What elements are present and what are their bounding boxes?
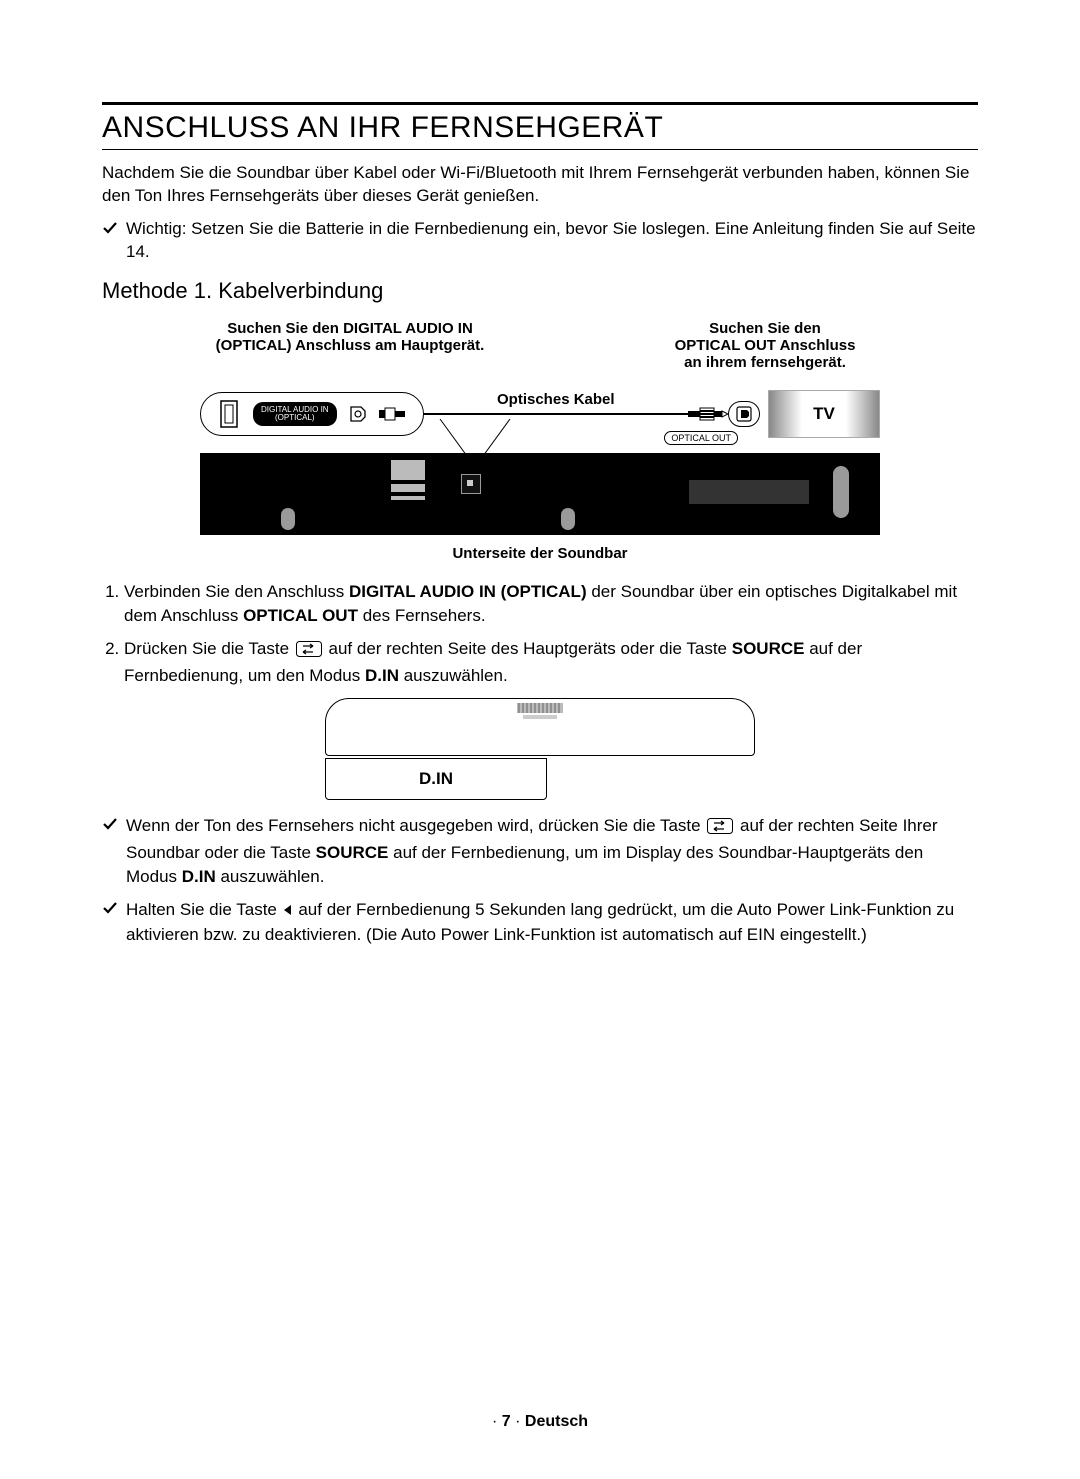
port-label-pill: DIGITAL AUDIO IN (OPTICAL) bbox=[253, 402, 337, 426]
optical-cable-line: Optisches Kabel bbox=[422, 413, 690, 415]
check-icon bbox=[102, 816, 118, 888]
speaker-grille-icon bbox=[517, 703, 563, 721]
soundbar-foot bbox=[281, 508, 295, 530]
tv-box: TV bbox=[768, 390, 880, 438]
callout-right-line1: Suchen Sie den bbox=[709, 320, 821, 337]
diagram-caption: Unterseite der Soundbar bbox=[200, 545, 880, 562]
steps-list: Verbinden Sie den Anschluss DIGITAL AUDI… bbox=[102, 580, 978, 688]
callout-tv-port: Suchen Sie den OPTICAL OUT Anschluss an … bbox=[650, 320, 880, 371]
footer-dot: · bbox=[492, 1413, 502, 1430]
intro-note-text: Wichtig: Setzen Sie die Batterie in die … bbox=[126, 218, 978, 264]
check-icon bbox=[102, 900, 118, 947]
tv-optical-jack-icon bbox=[735, 405, 753, 423]
soundbar-label-plate bbox=[689, 480, 809, 504]
check-icon bbox=[102, 220, 118, 264]
footer-page-number: 7 bbox=[502, 1413, 511, 1430]
step1-text: Verbinden Sie den Anschluss bbox=[124, 582, 349, 601]
soundbar-port-bubble: DIGITAL AUDIO IN (OPTICAL) bbox=[200, 392, 424, 436]
bracket-icon bbox=[219, 399, 243, 429]
callout-left-line1: Suchen Sie den DIGITAL AUDIO IN bbox=[227, 320, 473, 337]
title-underline bbox=[102, 149, 978, 150]
step2-bold1: SOURCE bbox=[732, 639, 805, 658]
callout-soundbar-port: Suchen Sie den DIGITAL AUDIO IN (OPTICAL… bbox=[200, 320, 500, 371]
callout-right-line2: OPTICAL OUT Anschluss bbox=[675, 337, 856, 354]
soundbar-foot bbox=[561, 508, 575, 530]
callout-left-line2: (OPTICAL) Anschluss am Hauptgerät. bbox=[216, 337, 485, 354]
tip1-text: Wenn der Ton des Fernsehers nicht ausgeg… bbox=[126, 816, 705, 835]
cable-label: Optisches Kabel bbox=[497, 391, 615, 408]
soundbar-port-area bbox=[391, 484, 425, 492]
optical-plug-left-icon bbox=[379, 407, 405, 421]
display-screen: D.IN bbox=[325, 758, 547, 800]
port-label-line2: (OPTICAL) bbox=[275, 413, 315, 422]
step2-text4: auszuwählen. bbox=[399, 666, 508, 685]
page-footer: · 7 · Deutsch bbox=[0, 1413, 1080, 1431]
soundbar-underside bbox=[200, 453, 880, 535]
soundbar-display-mock: D.IN bbox=[325, 698, 755, 800]
tip-1: Wenn der Ton des Fernsehers nicht ausgeg… bbox=[102, 814, 978, 888]
footer-separator: · bbox=[511, 1413, 525, 1430]
source-button-icon bbox=[296, 640, 322, 664]
tip1-text4: auszuwählen. bbox=[216, 867, 325, 886]
tv-port-bubble bbox=[728, 401, 760, 427]
step1-bold2: OPTICAL OUT bbox=[243, 606, 358, 625]
soundbar-port-area bbox=[391, 496, 425, 500]
leader-line bbox=[420, 419, 530, 479]
top-rule bbox=[102, 102, 978, 105]
connection-diagram: Suchen Sie den DIGITAL AUDIO IN (OPTICAL… bbox=[200, 320, 880, 562]
soundbar-foot bbox=[833, 466, 849, 518]
step-2: Drücken Sie die Taste auf der rechten Se… bbox=[124, 637, 978, 688]
cable-row: DIGITAL AUDIO IN (OPTICAL) Optisches Kab… bbox=[200, 379, 880, 449]
tips-section: Wenn der Ton des Fernsehers nicht ausgeg… bbox=[102, 814, 978, 947]
tip1-bold1: SOURCE bbox=[316, 843, 389, 862]
step2-text2: auf der rechten Seite des Hauptgeräts od… bbox=[324, 639, 732, 658]
method-heading: Methode 1. Kabelverbindung bbox=[102, 278, 978, 304]
step1-text3: des Fernsehers. bbox=[358, 606, 486, 625]
step2-text: Drücken Sie die Taste bbox=[124, 639, 294, 658]
step2-bold2: D.IN bbox=[365, 666, 399, 685]
source-button-icon bbox=[707, 817, 733, 841]
tip-2: Halten Sie die Taste auf der Fernbedienu… bbox=[102, 898, 978, 947]
tip2-text: Halten Sie die Taste bbox=[126, 900, 282, 919]
optical-plug-right-icon bbox=[688, 406, 728, 422]
optical-jack-icon bbox=[347, 403, 369, 425]
step1-bold1: DIGITAL AUDIO IN (OPTICAL) bbox=[349, 582, 587, 601]
intro-paragraph: Nachdem Sie die Soundbar über Kabel oder… bbox=[102, 162, 978, 208]
step-1: Verbinden Sie den Anschluss DIGITAL AUDI… bbox=[124, 580, 978, 628]
callout-right-line3: an ihrem fernsehgerät. bbox=[684, 354, 846, 371]
intro-note: Wichtig: Setzen Sie die Batterie in die … bbox=[102, 218, 978, 264]
optical-out-tag: OPTICAL OUT bbox=[664, 431, 738, 445]
page-title: ANSCHLUSS AN IHR FERNSEHGERÄT bbox=[102, 111, 978, 145]
tip1-bold2: D.IN bbox=[182, 867, 216, 886]
footer-language: Deutsch bbox=[525, 1413, 588, 1430]
left-triangle-icon bbox=[282, 899, 294, 923]
